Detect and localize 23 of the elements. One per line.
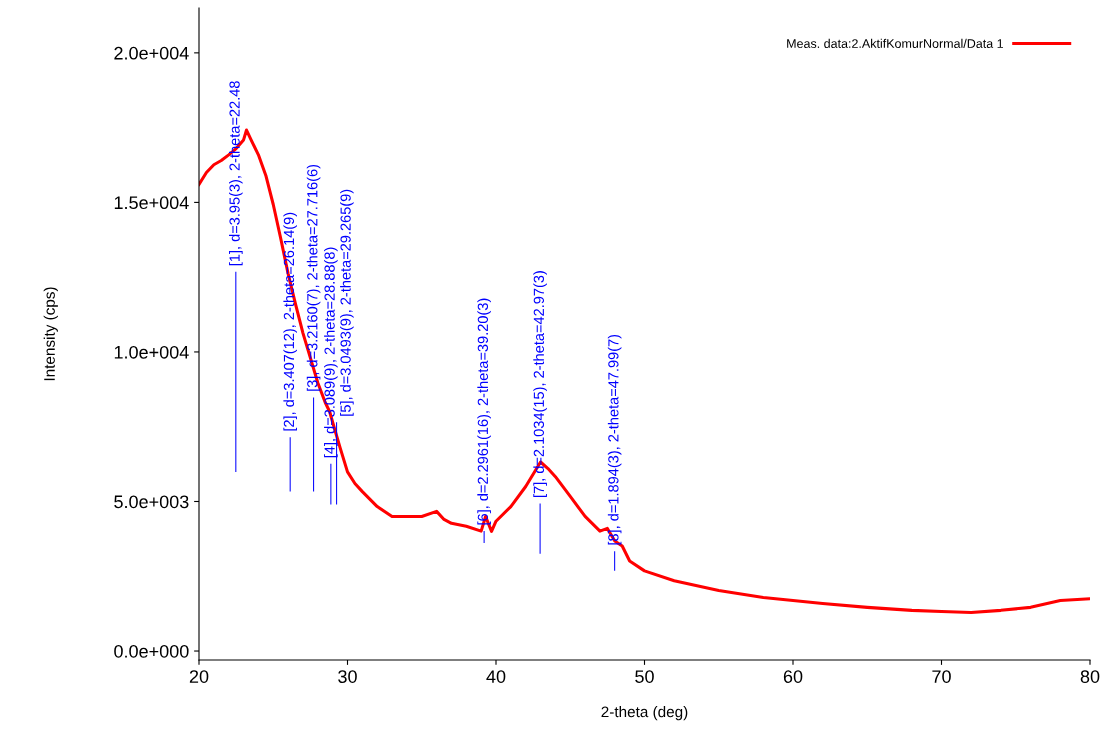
y-tick-label: 1.0e+004 — [114, 345, 189, 359]
annotation: [4], d=3.089(9), 2-theta=28.88(8) — [324, 247, 338, 458]
x-tick-label: 70 — [932, 670, 951, 683]
x-tick-label: 40 — [486, 670, 506, 683]
x-axis-title: 2-theta (deg) — [601, 706, 688, 721]
y-tick-label: 5.0e+003 — [114, 495, 189, 509]
x-tick-label: 20 — [189, 670, 209, 683]
annotation: [7], d=2.1034(15), 2-theta=42.97(3) — [533, 271, 547, 497]
annotation: [3], d=3.2160(7), 2-theta=27.716(6) — [306, 164, 321, 391]
x-tick-label: 80 — [1080, 670, 1100, 683]
x-tick-label: 30 — [338, 670, 357, 683]
annotation: [2], d=3.407(12), 2-theta=26.14(9) — [283, 212, 297, 431]
annotation: [6], d=2.2961(16), 2-theta=39.20(3) — [477, 298, 491, 525]
annotation: [1], d=3.95(3), 2-theta=22.48 — [229, 81, 243, 266]
legend-label: Meas. data:2.AktifKomurNormal/Data 1 — [787, 38, 1003, 48]
annotation: [5], d=3.0493(9), 2-theta=29.265(9) — [340, 189, 354, 416]
x-tick-label: 50 — [635, 670, 654, 683]
x-tick-label: 60 — [783, 670, 803, 683]
annotation: [8], d=1.894(3), 2-theta=47.99(7) — [607, 334, 622, 545]
y-axis-title: Intensity (cps) — [43, 287, 58, 381]
y-tick-label: 2.0e+004 — [114, 46, 189, 60]
y-tick-label: 0.0e+000 — [114, 644, 189, 658]
y-tick-label: 1.5e+004 — [114, 196, 189, 210]
